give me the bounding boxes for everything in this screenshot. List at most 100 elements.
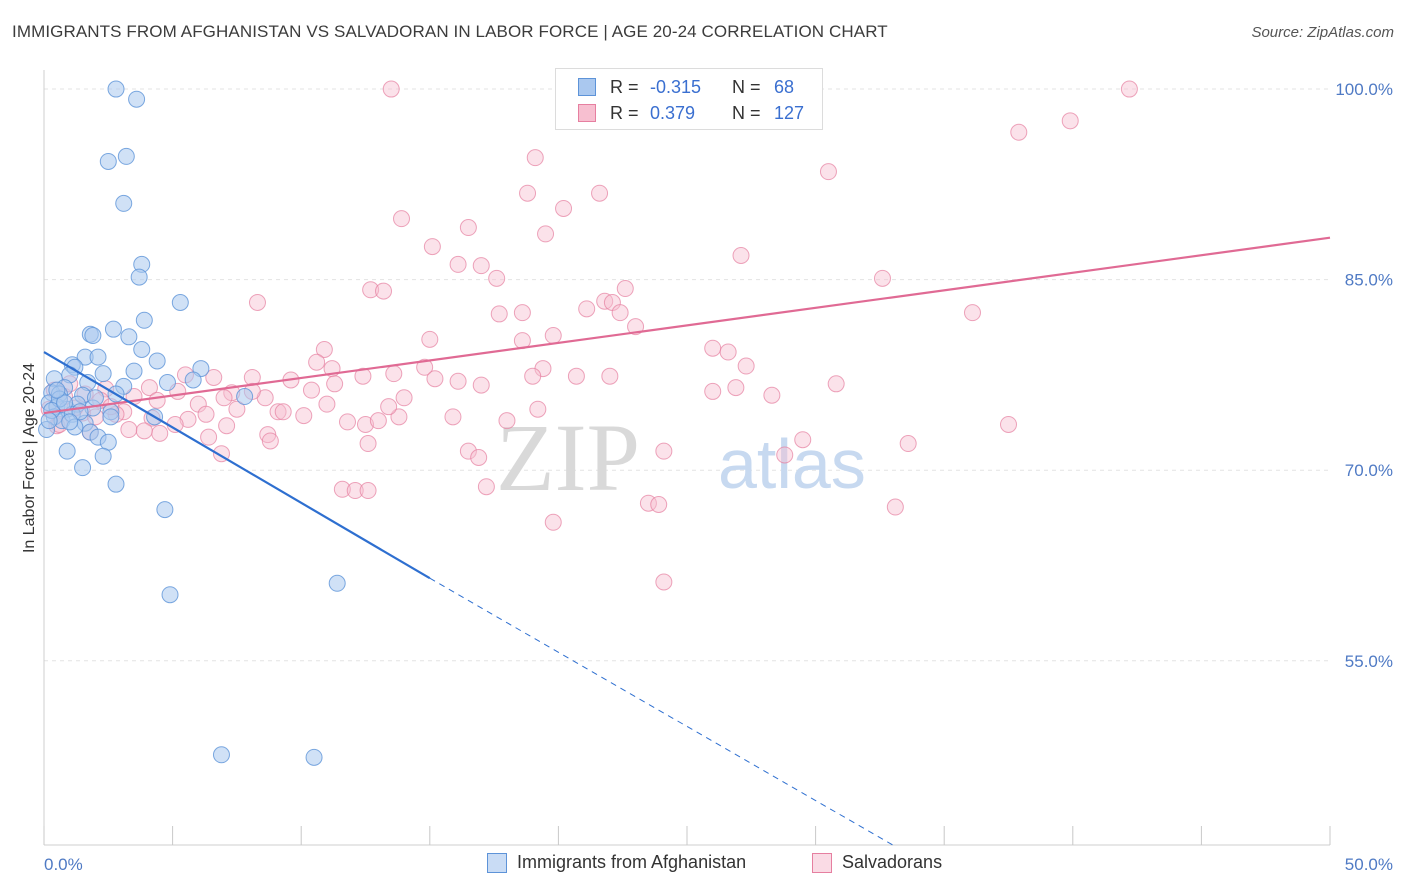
salvadoran-point [490,305,508,323]
afghanistan-point [107,80,125,98]
salvadoran-point [537,225,555,243]
y-tick-label: 100.0% [1335,80,1393,99]
salvadoran-point [308,353,326,371]
salvadoran-point [200,428,218,446]
grid-lines [44,88,1330,662]
salvadoran-point [1120,80,1138,98]
afghanistan-point [107,475,125,493]
afghanistan-point [58,442,76,460]
afghanistan-point [40,412,58,430]
salvadoran-point [470,449,488,466]
salvadoran-point [444,408,462,426]
salvadoran-point [498,412,516,430]
salvadoran-point [472,376,490,394]
salvadoran-point [1010,123,1028,141]
salvadorans-swatch [812,852,832,873]
salvadoran-point [318,395,336,413]
salvadoran-point [140,379,158,397]
salvadoran-point [362,281,380,299]
salvadoran-point [591,184,609,202]
salvadoran-point [228,400,246,418]
salvadoran-point [459,442,477,460]
afghanistan-point [74,459,92,477]
salvadoran-point [719,343,737,361]
salvadoran-point [333,480,351,498]
salvadoran-point [529,400,547,418]
legend-item-salvadorans: Salvadorans [812,852,942,873]
salvadoran-point [567,367,585,385]
trend-lines [43,236,1331,846]
afghanistan-point [61,413,79,431]
salvadoran-point [215,389,233,407]
salvadoran-point [519,184,537,202]
x-tick-label: 50.0% [1345,855,1393,874]
salvadoran-point [179,410,197,428]
salvadoran-point [385,365,403,383]
correlation-legend: R = -0.315 N = 68 R = 0.379 N = 127 [555,68,823,130]
tick-labels: 100.0% 85.0% 70.0% 55.0% 0.0% 50.0% [44,80,1393,874]
blue-swatch [578,78,596,96]
salvadoran-point [338,413,356,431]
afghanistan-point [135,311,153,329]
afghanistan-point [99,152,117,170]
salvadoran-points [40,80,1138,591]
salvadoran-point [205,368,223,386]
afghanistan-point [184,371,202,389]
x-tick-label: 0.0% [44,855,83,874]
watermark-zip: ZIP [496,404,640,511]
salvadoran-point [704,382,722,400]
salvadoran-point [393,210,411,228]
afghanistan-point [86,389,104,407]
salvadoran-point [120,421,138,439]
salvadoran-point [776,446,794,464]
salvadoran-point [899,435,917,453]
salvadoran-point [650,496,668,514]
salvadoran-point [544,327,562,345]
salvadoran-point [1061,112,1079,130]
blue-r-value: -0.315 [650,76,702,97]
salvadoran-point [135,422,153,440]
salvadoran-point [459,219,477,237]
blue-r-label: R = [610,76,639,97]
afghanistan-point [125,362,143,380]
afghanistan-point [133,341,151,359]
salvadoran-point [1000,415,1017,433]
afghanistan-point [130,268,148,286]
pink-n-label: N = [732,102,761,123]
afghanistan-point [305,748,323,766]
legend-row-pink: R = 0.379 N = 127 [578,100,804,126]
blue-n-value: 68 [774,76,795,97]
afghanistan-label: Immigrants from Afghanistan [517,852,747,872]
afghanistan-trend-line [43,351,431,580]
salvadoran-point [375,282,393,300]
afghanistan-point [89,348,107,366]
salvadoran-point [274,403,292,421]
y-tick-label: 85.0% [1345,271,1393,290]
salvadoran-point [261,432,279,450]
salvadoran-point [794,431,812,449]
salvadoran-point [886,498,904,516]
salvadoran-point [601,367,619,385]
salvadoran-point [315,341,333,359]
salvadoran-point [421,330,439,348]
afghanistan-point [117,147,135,165]
salvadoran-point [248,294,266,311]
salvadoran-point [449,372,467,390]
pink-r-value: 0.379 [650,102,696,123]
salvadoran-point [737,357,755,375]
salvadoran-point [390,408,408,426]
salvadoran-point [513,304,531,322]
salvadoran-point [326,375,344,393]
salvadoran-point [611,304,629,322]
series-legend: Immigrants from Afghanistan Salvadorans [0,852,1406,878]
afghanistan-point [236,388,254,406]
salvadoran-point [524,367,542,385]
salvadoran-point [449,255,467,273]
salvadoran-point [295,407,313,425]
salvadoran-point [704,339,722,357]
afghanistan-point [120,328,138,346]
salvadoran-point [732,246,750,264]
pink-swatch [578,104,596,122]
afghanistan-point [161,586,179,604]
